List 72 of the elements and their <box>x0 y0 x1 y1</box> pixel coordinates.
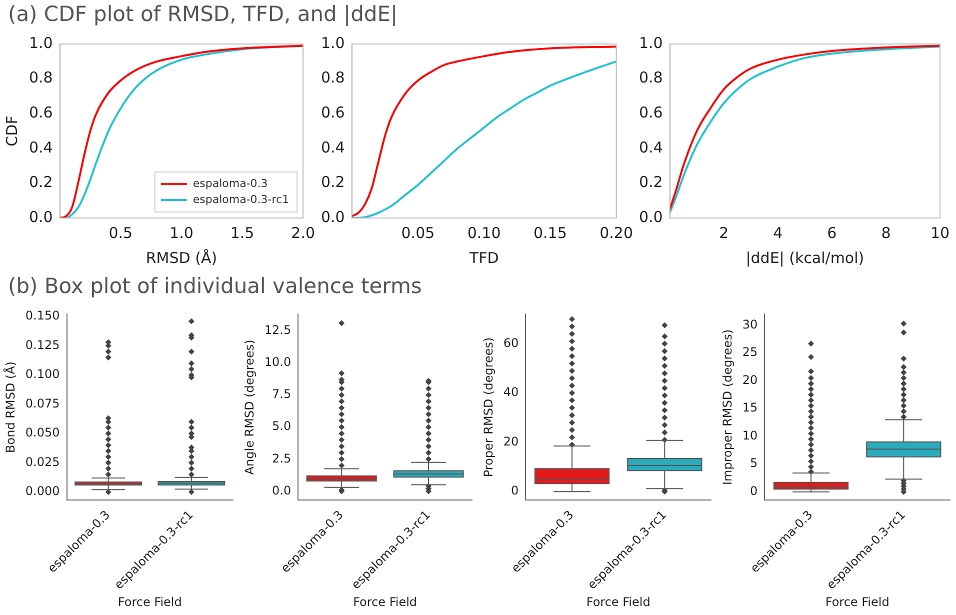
y-tick-label: 5 <box>750 456 758 470</box>
y-tick-label: 5.0 <box>272 419 292 434</box>
y-tick-label: 10 <box>742 428 758 442</box>
y-tick-label: 30 <box>742 317 758 332</box>
y-tick-label: 0 <box>750 484 758 498</box>
y-tick-label: 1.0 <box>638 34 663 52</box>
y-tick-label: 0.125 <box>25 338 60 352</box>
y-tick-label: 0.0 <box>320 208 345 226</box>
x-tick-label: 2.0 <box>291 224 315 242</box>
y-tick-label: 2.5 <box>272 451 292 466</box>
y-tick-label: 0.0 <box>28 208 53 226</box>
y-tick-label: 20 <box>503 434 519 448</box>
y-tick-label: 25 <box>742 345 758 360</box>
y-tick-label: 40 <box>503 385 519 400</box>
y-tick-label: 0.100 <box>25 367 60 382</box>
x-axis-title: RMSD (Å) <box>146 248 218 267</box>
x-axis-title: TFD <box>468 248 499 267</box>
y-tick-label: 0.4 <box>638 138 663 156</box>
y-axis-title: Proper RMSD (degrees) <box>481 337 496 478</box>
x-axis-title: |ddE| (kcal/mol) <box>746 248 864 267</box>
y-tick-label: 20 <box>742 372 758 387</box>
x-tick-label: 0.5 <box>108 224 133 242</box>
x-tick-label: 2 <box>719 224 729 242</box>
y-tick-label: 0.2 <box>638 173 663 192</box>
y-tick-label: 7.5 <box>272 387 292 402</box>
y-axis-title: Bond RMSD (Å) <box>2 361 18 453</box>
y-tick-label: 0.8 <box>28 68 53 87</box>
y-tick-label: 0.2 <box>320 173 345 192</box>
y-tick-label: 0 <box>511 484 519 498</box>
y-tick-label: 12.5 <box>264 323 292 337</box>
x-axis-title: Force Field <box>118 594 182 609</box>
y-tick-label: 0.6 <box>28 103 53 122</box>
legend-label: espaloma-0.3-rc1 <box>192 192 290 206</box>
y-tick-label: 60 <box>503 336 519 350</box>
x-tick-label: 1.5 <box>230 224 254 242</box>
y-axis-title: CDF <box>2 116 21 146</box>
y-tick-label: 0.0 <box>272 483 292 498</box>
y-tick-label: 0.6 <box>320 103 345 122</box>
x-tick-label: 0.10 <box>467 224 501 242</box>
y-axis-title: Improper RMSD (degrees) <box>720 329 734 486</box>
y-tick-label: 1.0 <box>28 34 53 52</box>
y-tick-label: 0.4 <box>28 138 53 156</box>
y-tick-label: 0.025 <box>25 454 60 469</box>
y-tick-label: 0.0 <box>638 208 663 226</box>
legend-label: espaloma-0.3 <box>192 176 268 190</box>
y-tick-label: 15 <box>742 400 758 415</box>
x-tick-label: 6 <box>827 224 837 242</box>
y-tick-label: 0.2 <box>28 173 53 192</box>
x-tick-label: 1.0 <box>170 224 194 242</box>
chart-title: (b) Box plot of individual valence terms <box>7 273 423 300</box>
x-tick-label: 0.15 <box>533 224 567 242</box>
x-tick-label: 8 <box>881 224 891 242</box>
x-axis-title: Force Field <box>586 594 650 609</box>
x-axis-title: Force Field <box>353 594 418 609</box>
x-tick-label: 10 <box>930 224 950 242</box>
x-tick-label: 0.20 <box>600 224 634 242</box>
x-tick-label: 4 <box>773 224 783 242</box>
x-tick-label: 0.05 <box>401 224 435 242</box>
y-tick-label: 0.8 <box>638 68 663 87</box>
y-tick-label: 0.6 <box>638 103 663 122</box>
y-tick-label: 0.150 <box>25 308 60 323</box>
chart-title: (a) CDF plot of RMSD, TFD, and |ddE| <box>7 1 399 28</box>
y-axis-title: Angle RMSD (degrees) <box>242 340 256 475</box>
x-axis-title: Force Field <box>825 594 890 609</box>
y-tick-label: 0.000 <box>25 484 60 498</box>
line-series <box>60 44 304 218</box>
y-tick-label: 0.4 <box>320 138 345 156</box>
y-tick-label: 1.0 <box>320 34 345 52</box>
y-tick-label: 0.075 <box>25 396 60 410</box>
y-tick-label: 0.050 <box>25 426 60 440</box>
y-tick-label: 10.0 <box>264 355 292 370</box>
y-tick-label: 0.8 <box>320 68 345 87</box>
